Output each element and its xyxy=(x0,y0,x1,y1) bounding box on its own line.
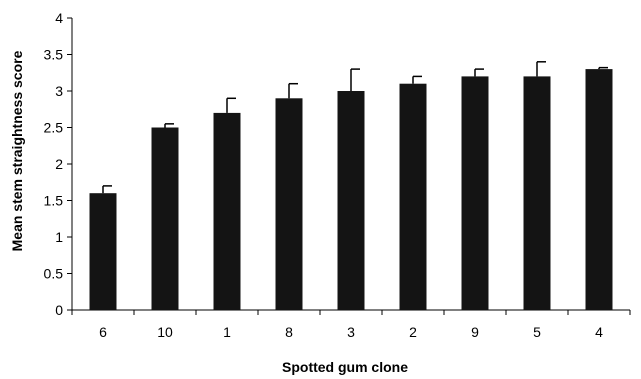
x-tick-label: 9 xyxy=(471,324,479,340)
bar xyxy=(585,69,613,310)
x-tick-label: 6 xyxy=(99,324,107,340)
y-tick-label: 2.5 xyxy=(44,120,64,136)
x-tick-label: 10 xyxy=(157,324,173,340)
x-tick-label: 5 xyxy=(533,324,541,340)
x-tick-label: 4 xyxy=(595,324,603,340)
y-tick-label: 0 xyxy=(55,302,63,318)
y-tick-label: 1.5 xyxy=(44,193,64,209)
x-tick-label: 1 xyxy=(223,324,231,340)
error-bars xyxy=(102,61,608,194)
y-tick-label: 4 xyxy=(55,10,63,26)
y-axis: 0 0.5 1 1.5 2 2.5 3 3.5 4 xyxy=(44,10,73,318)
x-axis: 6 10 1 8 3 2 9 5 4 xyxy=(71,309,631,340)
bar xyxy=(399,83,427,310)
y-tick-label: 1 xyxy=(55,229,63,245)
bar xyxy=(337,91,365,310)
x-tick-label: 2 xyxy=(409,324,417,340)
y-tick-label: 0.5 xyxy=(44,266,64,282)
bar xyxy=(523,76,551,311)
x-axis-title: Spotted gum clone xyxy=(282,359,408,375)
y-axis-title: Mean stem straightness score xyxy=(9,50,25,251)
x-tick-label: 8 xyxy=(285,324,293,340)
bars xyxy=(89,69,613,311)
bar xyxy=(461,76,489,311)
y-tick-label: 2 xyxy=(55,156,63,172)
bar xyxy=(151,127,179,310)
bar xyxy=(89,193,117,310)
x-tick-label: 3 xyxy=(347,324,355,340)
bar xyxy=(213,112,241,311)
y-tick-label: 3.5 xyxy=(44,47,64,63)
y-tick-label: 3 xyxy=(55,83,63,99)
bar xyxy=(275,98,303,310)
